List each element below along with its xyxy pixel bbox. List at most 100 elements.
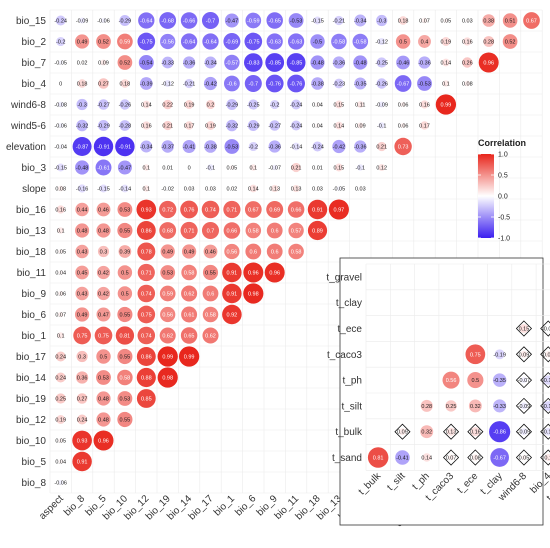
corr-value: 0.18 — [77, 82, 88, 88]
corr-circle — [352, 33, 369, 50]
corr-circle — [288, 33, 305, 50]
corr-circle — [137, 242, 156, 261]
corr-value: 0.5 — [100, 355, 108, 361]
corr-circle — [100, 59, 107, 66]
corr-value: -0.63 — [290, 40, 303, 46]
legend-title: Correlation — [478, 138, 526, 148]
corr-circle — [115, 136, 135, 157]
inset-corr-value: 0.28 — [421, 404, 432, 410]
corr-circle — [248, 141, 258, 152]
corr-value: 0.1 — [442, 82, 450, 88]
corr-circle — [222, 283, 242, 304]
row-label-bio-2: bio_2 — [22, 37, 47, 48]
inset-corr-circle — [520, 402, 528, 410]
row-label-bio-15: bio_15 — [16, 16, 46, 27]
corr-circle — [264, 262, 285, 283]
corr-circle — [226, 99, 238, 110]
corr-value: 0.71 — [184, 229, 195, 235]
corr-circle — [418, 35, 431, 48]
corr-value: 0.58 — [291, 250, 302, 256]
corr-circle — [203, 76, 218, 91]
corr-value: 0.08 — [462, 82, 473, 88]
corr-value: -0.34 — [354, 19, 367, 25]
corr-circle — [56, 415, 66, 424]
corr-circle — [223, 75, 240, 92]
corr-circle — [201, 11, 220, 30]
corr-value: -0.66 — [183, 19, 196, 25]
inset-corr-value: 0.16 — [470, 430, 481, 436]
corr-circle — [377, 141, 387, 152]
corr-circle — [464, 80, 471, 87]
corr-circle — [139, 77, 153, 90]
corr-circle — [435, 94, 457, 115]
corr-circle — [202, 264, 219, 281]
corr-circle — [224, 54, 240, 71]
corr-circle — [160, 306, 176, 323]
corr-value: 0.55 — [120, 229, 131, 235]
corr-circle — [166, 187, 170, 190]
corr-circle — [357, 122, 364, 129]
inset-corr-circle — [544, 427, 550, 436]
inset-corr-value: 0.09 — [397, 430, 408, 436]
inset-corr-value: 0.5 — [472, 378, 480, 384]
corr-value: -0.85 — [290, 61, 303, 67]
corr-value: 0.03 — [312, 187, 323, 193]
corr-value: -0.41 — [183, 145, 196, 151]
corr-circle — [331, 33, 347, 50]
corr-value: -0.1 — [377, 124, 386, 130]
inset-corr-value: 0.15 — [519, 327, 530, 333]
corr-value: 0.58 — [205, 313, 216, 319]
corr-circle — [400, 123, 406, 128]
corr-circle — [358, 186, 363, 191]
corr-value: 0.91 — [227, 271, 238, 277]
corr-circle — [291, 162, 301, 173]
corr-circle — [376, 78, 387, 89]
corr-value: 0.09 — [98, 61, 109, 67]
inset-corr-circle — [446, 427, 456, 436]
corr-value: -0.76 — [290, 82, 303, 88]
inset-corr-value: 0.07 — [446, 456, 457, 462]
corr-value: 0.53 — [98, 376, 109, 382]
corr-circle — [328, 199, 349, 220]
corr-value: 0.3 — [78, 355, 86, 361]
corr-circle — [311, 77, 324, 90]
corr-circle — [292, 142, 300, 151]
corr-value: -0.06 — [54, 124, 67, 130]
corr-circle — [96, 202, 111, 217]
corr-circle — [417, 76, 432, 91]
corr-circle — [117, 306, 133, 323]
corr-circle — [465, 18, 470, 23]
corr-circle — [159, 12, 177, 29]
corr-circle — [250, 164, 257, 171]
corr-circle — [203, 244, 218, 259]
corr-circle — [202, 33, 219, 50]
corr-circle — [244, 32, 263, 51]
corr-circle — [74, 307, 90, 322]
corr-circle — [57, 185, 64, 192]
corr-circle — [160, 33, 176, 50]
corr-value: 0.44 — [77, 208, 88, 214]
corr-value: -0.21 — [333, 19, 346, 25]
corr-circle — [180, 221, 198, 240]
corr-value: -0.83 — [247, 61, 260, 67]
corr-value: -0.68 — [161, 19, 174, 25]
corr-value: 0.65 — [184, 334, 195, 340]
corr-circle — [288, 13, 304, 28]
corr-circle — [502, 13, 518, 28]
corr-circle — [224, 13, 239, 28]
corr-value: -0.29 — [226, 103, 239, 109]
corr-value: 0.72 — [162, 208, 173, 214]
corr-circle — [138, 12, 155, 29]
corr-circle — [334, 163, 343, 172]
corr-value: -0.32 — [226, 124, 239, 130]
inset-corr-circle — [492, 373, 507, 387]
corr-value: -0.2 — [270, 103, 279, 109]
corr-value: 0.96 — [483, 61, 494, 67]
corr-circle — [400, 102, 406, 107]
corr-circle — [119, 120, 131, 131]
corr-circle — [243, 283, 264, 304]
inset-corr-circle — [367, 447, 389, 468]
corr-value: -0.42 — [204, 82, 217, 88]
corr-circle — [291, 99, 302, 110]
corr-value: 0.47 — [98, 313, 109, 319]
